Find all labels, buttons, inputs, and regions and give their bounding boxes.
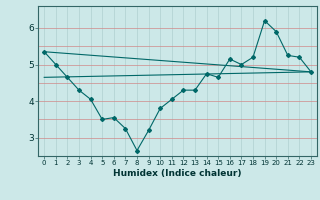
X-axis label: Humidex (Indice chaleur): Humidex (Indice chaleur) xyxy=(113,169,242,178)
